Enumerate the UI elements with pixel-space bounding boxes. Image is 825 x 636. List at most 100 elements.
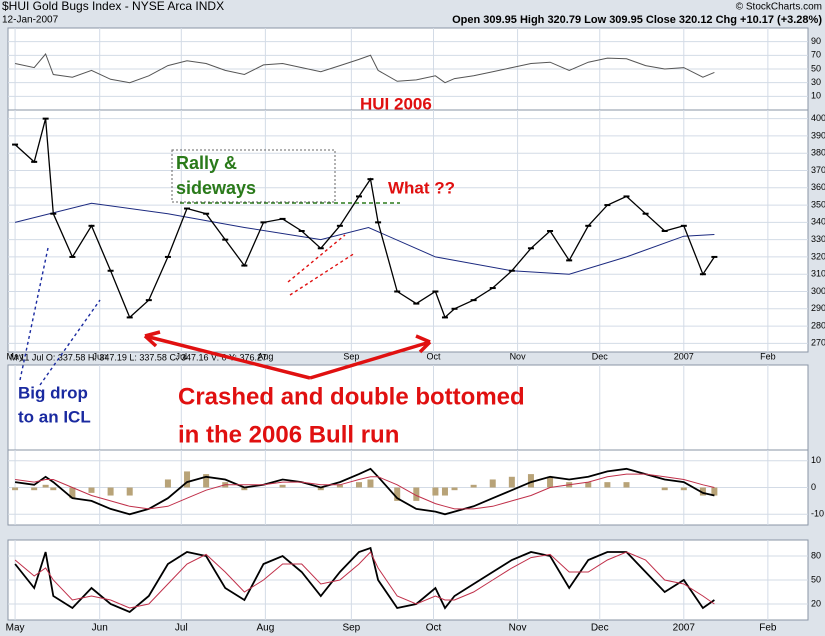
y-tick-label: 330: [811, 234, 825, 244]
y-tick-label: 380: [811, 148, 825, 158]
y-tick-label: 270: [811, 338, 825, 348]
histogram-bar: [547, 476, 554, 488]
histogram-bar: [12, 487, 19, 491]
histogram-bar: [527, 474, 534, 488]
histogram-bar: [203, 474, 210, 488]
annotation-line: [287, 234, 346, 283]
y-tick-label: 290: [811, 303, 825, 313]
annotation-box: [171, 149, 336, 203]
histogram-bar: [69, 487, 76, 499]
y-tick-label: 10: [811, 91, 821, 101]
annotation: What ??: [388, 178, 455, 197]
y-tick-label: 20: [811, 598, 821, 608]
quote: Open 309.95 High 320.79 Low 309.95 Close…: [452, 14, 822, 26]
y-tick-label: 400: [811, 113, 825, 123]
histogram-bar: [413, 487, 420, 501]
histogram-bar: [451, 487, 458, 491]
x-tick-label: Dec: [592, 351, 609, 361]
histogram-bar: [623, 482, 630, 488]
x-tick-label: Oct: [426, 351, 441, 361]
histogram-bar: [126, 487, 133, 496]
moving-average: [14, 202, 715, 275]
y-tick-label: 300: [811, 286, 825, 296]
y-tick-label: 310: [811, 269, 825, 279]
x-tick-label: Jun: [92, 623, 108, 634]
histogram-bar: [42, 484, 49, 488]
x-tick-label: Dec: [591, 623, 609, 634]
y-tick-label: 30: [811, 77, 821, 87]
y-tick-label: 50: [811, 574, 821, 584]
histogram-bar: [241, 487, 248, 491]
histogram-bar: [441, 487, 448, 496]
date: 12-Jan-2007: [2, 15, 59, 26]
stoch-line: [14, 551, 715, 609]
histogram-bar: [661, 487, 668, 491]
x-tick-label: Aug: [256, 623, 274, 634]
histogram-bar: [164, 479, 171, 488]
annotation: Rally &: [176, 153, 237, 173]
x-tick-label: Aug: [257, 351, 273, 361]
histogram-bar: [367, 479, 374, 488]
x-tick-label: May: [7, 351, 25, 361]
x-tick-label: 2007: [673, 623, 696, 634]
x-tick-label: Oct: [426, 623, 442, 634]
y-tick-label: 10: [811, 455, 821, 465]
panel: [7, 109, 809, 353]
histogram-bar: [107, 487, 114, 496]
x-tick-label: Jul: [175, 623, 188, 634]
price-line: [14, 118, 715, 319]
annotation-line: [289, 252, 356, 296]
annotation: in the 2006 Bull run: [178, 421, 399, 448]
rsi-line: [14, 53, 715, 84]
x-tick-label: May: [6, 623, 25, 634]
x-tick-label: Nov: [510, 351, 527, 361]
annotation: HUI 2006: [360, 94, 432, 113]
y-tick-label: 80: [811, 550, 821, 560]
y-tick-label: 280: [811, 320, 825, 330]
panel: [7, 364, 809, 451]
histogram-bar: [470, 484, 477, 488]
y-tick-label: -10: [811, 509, 824, 519]
macd-line: [14, 467, 715, 516]
histogram-bar: [317, 487, 324, 491]
x-tick-label: Nov: [509, 623, 527, 634]
histogram-bar: [711, 487, 718, 496]
y-tick-label: 350: [811, 199, 825, 209]
annotation: to an ICL: [18, 407, 91, 426]
histogram-bar: [31, 487, 38, 491]
histogram-bar: [394, 487, 401, 501]
histogram-bar: [355, 482, 362, 488]
histogram-bar: [699, 487, 706, 496]
macd-line: [15, 473, 715, 510]
annotation-line: [39, 299, 101, 386]
histogram-bar: [336, 484, 343, 488]
symbol: $HUI Gold Bugs Index - NYSE Arca INDX: [2, 0, 224, 13]
annotation-arrow: [143, 330, 432, 380]
y-tick-label: 320: [811, 251, 825, 261]
histogram-bar: [604, 482, 611, 488]
histogram-bar: [489, 479, 496, 488]
y-tick-label: 390: [811, 130, 825, 140]
histogram-bar: [585, 482, 592, 488]
x-tick-label: Sep: [342, 623, 360, 634]
x-tick-label: 2007: [674, 351, 694, 361]
y-tick-label: 360: [811, 182, 825, 192]
histogram-bar: [50, 487, 57, 491]
annotation: Crashed and double bottomed: [178, 383, 525, 410]
histogram-bar: [184, 471, 191, 488]
annotation: sideways: [176, 178, 256, 198]
y-tick-label: 370: [811, 165, 825, 175]
histogram-bar: [279, 484, 286, 488]
status-line: M 11 Jul O: 337.58 H: 347.19 L: 337.58 C…: [10, 352, 267, 362]
x-tick-label: Feb: [759, 623, 777, 634]
y-tick-label: 90: [811, 36, 821, 46]
stoch-line: [14, 546, 715, 614]
histogram-bar: [508, 476, 515, 488]
y-tick-label: 50: [811, 63, 821, 73]
x-tick-label: Jun: [92, 351, 107, 361]
histogram-bar: [432, 487, 439, 496]
annotation: Big drop: [18, 383, 88, 402]
x-tick-label: Feb: [760, 351, 776, 361]
y-tick-label: 0: [811, 482, 816, 492]
